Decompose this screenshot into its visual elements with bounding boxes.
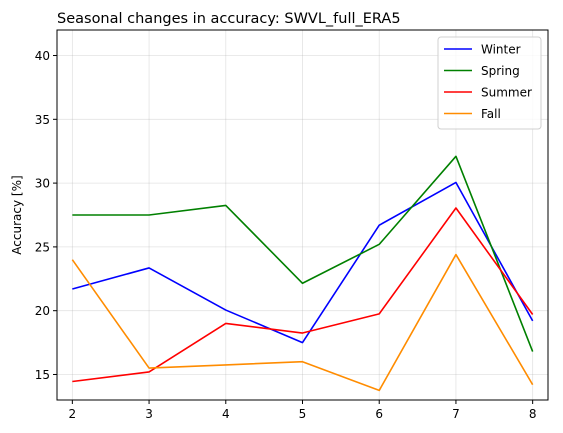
legend-label: Spring [481,64,520,78]
x-tick-label: 2 [69,407,77,421]
y-tick-label: 35 [35,113,50,127]
y-tick-label: 15 [35,368,50,382]
legend-label: Fall [481,107,501,121]
legend-label: Summer [481,86,532,100]
y-tick-label: 25 [35,240,50,254]
legend-box [437,36,542,130]
y-tick-label: 30 [35,177,50,191]
series-line-spring [72,155,534,352]
chart-title: Seasonal changes in accuracy: SWVL_full_… [57,11,401,27]
series-line-summer [72,207,534,383]
x-tick-label: 3 [145,407,153,421]
x-tick-label: 7 [452,407,460,421]
x-axis: 2 3 4 5 6 7 8 [69,400,537,421]
y-tick-label: 20 [35,304,50,318]
legend: Winter Spring Summer Fall [437,36,542,130]
series-line-fall [71,253,534,392]
legend-label: Winter [481,43,521,57]
x-tick-label: 8 [529,407,537,421]
y-tick-label: 40 [35,49,50,63]
x-tick-label: 5 [299,407,307,421]
y-axis-title: Accuracy [%] [10,175,24,254]
y-axis: 15 20 25 30 35 40 [35,49,57,382]
x-tick-label: 4 [222,407,230,421]
x-tick-label: 6 [375,407,383,421]
series-line-winter [72,181,534,344]
series-lines [71,155,534,392]
